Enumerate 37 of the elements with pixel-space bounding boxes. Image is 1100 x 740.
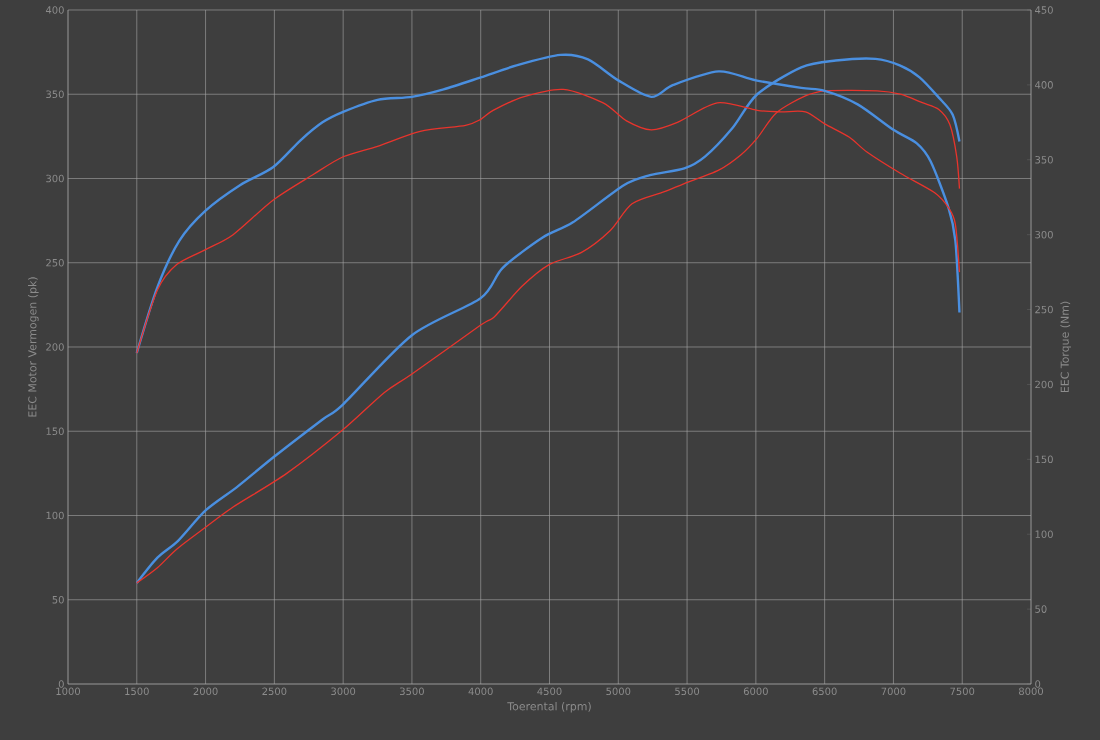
- x-tick-label: 4000: [468, 687, 493, 696]
- y2-tick-label: 400: [1035, 81, 1053, 89]
- x-tick-label: 2500: [262, 687, 287, 696]
- y2-tick-label: 300: [1035, 230, 1053, 239]
- x-tick-label: 5000: [606, 687, 631, 696]
- y2-tick-label: 0: [1035, 680, 1041, 688]
- x-axis-title: Toerental (rpm): [507, 701, 591, 713]
- x-tick-label: 7500: [950, 687, 975, 696]
- y-tick-label: 50: [52, 595, 64, 604]
- y2-tick-label: 450: [1035, 6, 1053, 14]
- x-tick-label: 1000: [56, 687, 81, 696]
- x-tick-label: 5500: [675, 687, 700, 696]
- y2-tick-label: 100: [1035, 530, 1053, 538]
- x-tick-label: 2000: [193, 687, 218, 696]
- x-tick-label: 3000: [331, 687, 356, 696]
- x-tick-label: 8000: [1019, 687, 1044, 696]
- y2-tick-label: 150: [1035, 455, 1053, 464]
- x-tick-label: 3500: [400, 687, 424, 696]
- x-tick-label: 6000: [743, 687, 768, 696]
- y-tick-label: 350: [46, 90, 64, 99]
- x-tick-label: 6500: [812, 687, 837, 696]
- y-tick-label: 250: [46, 258, 64, 267]
- y-tick-label: 150: [46, 427, 64, 436]
- y-axis-title: EEC Motor Vermogen (pk): [28, 277, 39, 417]
- y-tick-label: 0: [58, 680, 64, 688]
- y2-tick-label: 50: [1035, 605, 1047, 613]
- y2-tick-label: 250: [1035, 305, 1053, 314]
- x-tick-label: 1500: [125, 687, 149, 696]
- y-tick-label: 300: [46, 174, 64, 183]
- y2-axis-title: EEC Torque (Nm): [1060, 301, 1071, 393]
- y2-tick-label: 350: [1035, 155, 1053, 164]
- x-tick-label: 4500: [537, 687, 562, 696]
- y2-tick-label: 200: [1035, 380, 1053, 389]
- y-tick-label: 400: [45, 6, 64, 14]
- x-tick-label: 7000: [881, 687, 906, 696]
- y-tick-label: 100: [46, 511, 64, 520]
- y-tick-label: 200: [46, 343, 64, 351]
